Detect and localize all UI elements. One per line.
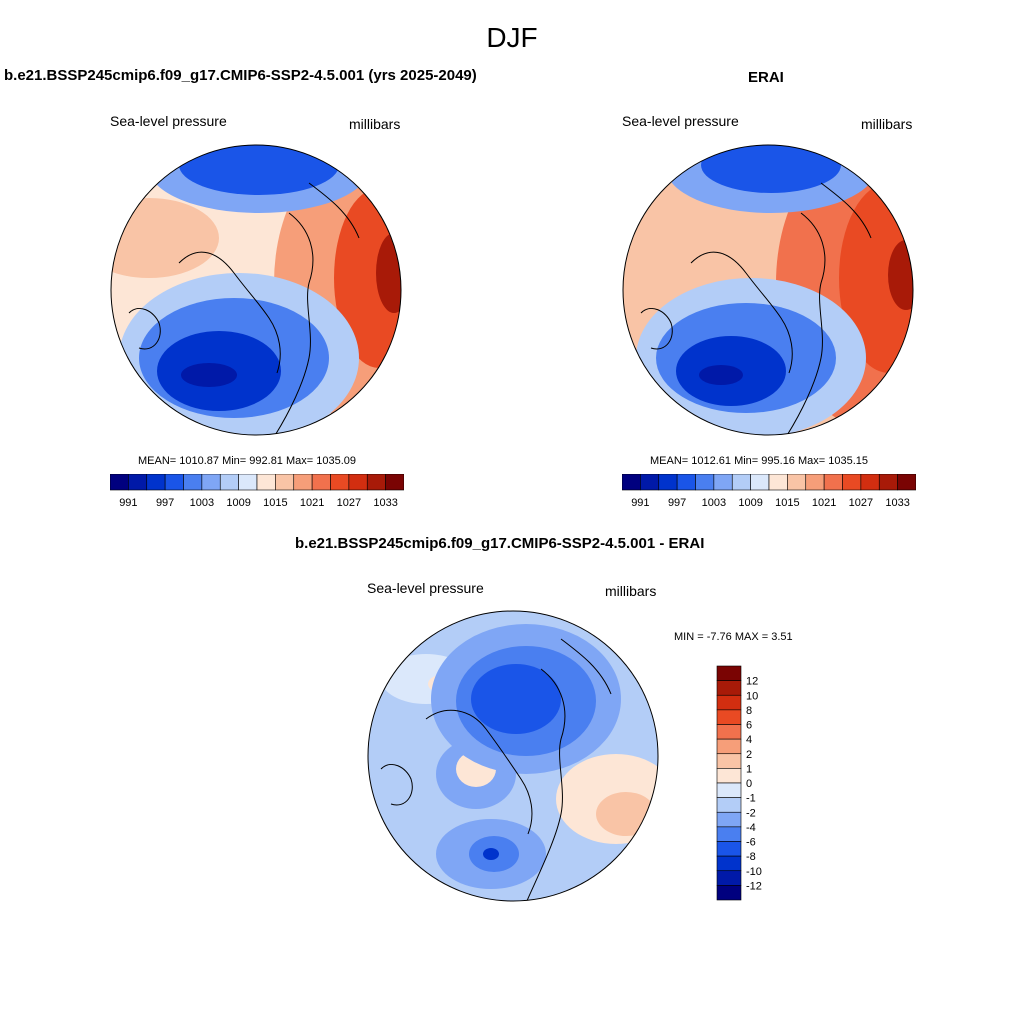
panel-3-colorbar-swatch <box>716 738 742 755</box>
panel-3-colorbar-tick-label: 4 <box>746 734 752 746</box>
panel-2-map <box>622 144 914 436</box>
panel-2-colorbar-tick-label: 1027 <box>849 497 873 509</box>
panel-1-colorbar-swatch <box>164 474 184 491</box>
panel-2-title: ERAI <box>748 69 784 86</box>
panel-3-colorbar-swatch <box>716 797 742 813</box>
panel-1-units: millibars <box>349 116 401 132</box>
panel-2-colorbar-tick-label: 1015 <box>775 497 799 509</box>
panel-1-colorbar-swatch <box>110 474 129 491</box>
panel-1-colorbar-swatch <box>293 474 313 491</box>
panel-2-colorbar-tick-label: 997 <box>668 497 686 509</box>
panel-3-colorbar-tick-label: 2 <box>746 749 752 761</box>
panel-3-colorbar-swatch <box>716 665 742 681</box>
panel-1-colorbar-swatch <box>330 474 350 491</box>
panel-3-colorbar-tick-label: -6 <box>746 837 756 849</box>
panel-2-variable: Sea-level pressure <box>622 113 739 129</box>
panel-3-colorbar-tick-label: -10 <box>746 866 762 878</box>
panel-3-variable: Sea-level pressure <box>367 580 484 596</box>
panel-2-colorbar-swatch <box>878 474 898 491</box>
panel-2-colorbar-swatch <box>622 474 641 491</box>
panel-2-colorbar-tick-label: 1021 <box>812 497 836 509</box>
panel-2-colorbar-tick-label: 1003 <box>702 497 726 509</box>
panel-1-colorbar-tick-label: 1027 <box>337 497 361 509</box>
panel-3-colorbar-swatch <box>716 694 742 711</box>
panel-2-colorbar-swatch <box>695 474 715 491</box>
panel-1-colorbar-swatch <box>201 474 221 491</box>
panel-3-map <box>367 610 659 902</box>
panel-3-colorbar-swatch <box>716 855 742 872</box>
panel-3-colorbar-tick-label: 10 <box>746 690 758 702</box>
panel-2-colorbar: 991 997 1003 1009 1015 1021 1027 1033 <box>622 474 916 509</box>
panel-2-colorbar-swatch <box>787 474 807 491</box>
panel-2-colorbar-swatch <box>658 474 678 491</box>
panel-1-colorbar-swatch <box>275 474 295 491</box>
panel-2-colorbar-swatch <box>640 474 660 491</box>
panel-2-colorbar-tick-label: 991 <box>631 497 649 509</box>
panel-3-colorbar-swatch <box>716 782 742 798</box>
panel-3-colorbar-tick-label: -2 <box>746 807 756 819</box>
panel-3-colorbar-tick-label: -4 <box>746 822 756 834</box>
panel-1-colorbar: 991 997 1003 1009 1015 1021 1027 1033 <box>110 474 404 509</box>
panel-3-colorbar-swatch <box>716 870 742 886</box>
panel-2-colorbar-swatch <box>750 474 770 491</box>
panel-3-units: millibars <box>605 583 657 599</box>
panel-2-colorbar-swatch <box>768 474 788 491</box>
panel-3-colorbar-tick-label: 8 <box>746 705 752 717</box>
panel-3-colorbar-swatch <box>716 680 742 696</box>
panel-1-colorbar-swatch <box>146 474 166 491</box>
panel-2-colorbar-swatch <box>842 474 862 491</box>
figure-title: DJF <box>486 22 538 53</box>
panel-3-colorbar-swatch <box>716 753 742 769</box>
panel-2-colorbar-swatch <box>897 474 916 491</box>
panel-3-colorbar-tick-label: 12 <box>746 676 758 688</box>
panel-3-colorbar-tick-label: 0 <box>746 778 752 790</box>
panel-1-colorbar-tick-label: 1003 <box>190 497 214 509</box>
panel-1-colorbar-swatch <box>183 474 203 491</box>
panel-1-colorbar-tick-label: 997 <box>156 497 174 509</box>
panel-1-colorbar-swatch <box>219 474 239 491</box>
panel-3-colorbar-swatch <box>716 811 742 828</box>
panel-2-colorbar-swatch <box>676 474 696 491</box>
panel-2-colorbar-swatch <box>713 474 733 491</box>
panel-3-colorbar-swatch <box>716 826 742 842</box>
panel-3-colorbar-swatch <box>716 768 742 784</box>
panel-3-colorbar-swatch <box>716 841 742 857</box>
panel-1-colorbar-tick-label: 1015 <box>263 497 287 509</box>
panel-2-colorbar-swatch <box>860 474 880 491</box>
panel-3-colorbar-tick-label: -12 <box>746 880 762 892</box>
panel-3-colorbar-swatch <box>716 709 742 725</box>
panel-1-colorbar-tick-label: 1033 <box>373 497 397 509</box>
panel-1-colorbar-swatch <box>348 474 368 491</box>
panel-3-colorbar-tick-label: 1 <box>746 763 752 775</box>
panel-2-colorbar-tick-label: 1009 <box>738 497 762 509</box>
panel-1-colorbar-swatch <box>256 474 276 491</box>
panel-2-colorbar-swatch <box>823 474 843 491</box>
panel-2-units: millibars <box>861 116 913 132</box>
panel-1-stats: MEAN= 1010.87 Min= 992.81 Max= 1035.09 <box>138 455 357 467</box>
panel-1-map <box>110 144 402 436</box>
panel-2-colorbar-swatch <box>731 474 751 491</box>
panel-1-colorbar-swatch <box>366 474 386 491</box>
panel-1-colorbar-tick-label: 991 <box>119 497 137 509</box>
panel-1-colorbar-swatch <box>128 474 148 491</box>
panel-2-colorbar-tick-label: 1033 <box>885 497 909 509</box>
panel-3-title: b.e21.BSSP245cmip6.f09_g17.CMIP6-SSP2-4.… <box>295 535 705 552</box>
panel-1-colorbar-swatch <box>385 474 404 491</box>
panel-3-colorbar-swatch <box>716 885 742 901</box>
panel-3-stats: MIN = -7.76 MAX = 3.51 <box>674 631 793 643</box>
panel-1-colorbar-tick-label: 1009 <box>226 497 250 509</box>
panel-1-title: b.e21.BSSP245cmip6.f09_g17.CMIP6-SSP2-4.… <box>4 67 477 84</box>
panel-1-colorbar-tick-label: 1021 <box>300 497 324 509</box>
panel-2-colorbar-swatch <box>805 474 825 491</box>
panel-3-colorbar-tick-label: -1 <box>746 793 756 805</box>
panel-1-colorbar-swatch <box>311 474 331 491</box>
panel-3-colorbar-tick-label: 6 <box>746 720 752 732</box>
panel-2-stats: MEAN= 1012.61 Min= 995.16 Max= 1035.15 <box>650 455 869 467</box>
panel-3-colorbar-tick-label: -8 <box>746 851 756 863</box>
panel-3-colorbar-swatch <box>716 724 742 740</box>
panel-1-colorbar-swatch <box>238 474 258 491</box>
panel-1-variable: Sea-level pressure <box>110 113 227 129</box>
